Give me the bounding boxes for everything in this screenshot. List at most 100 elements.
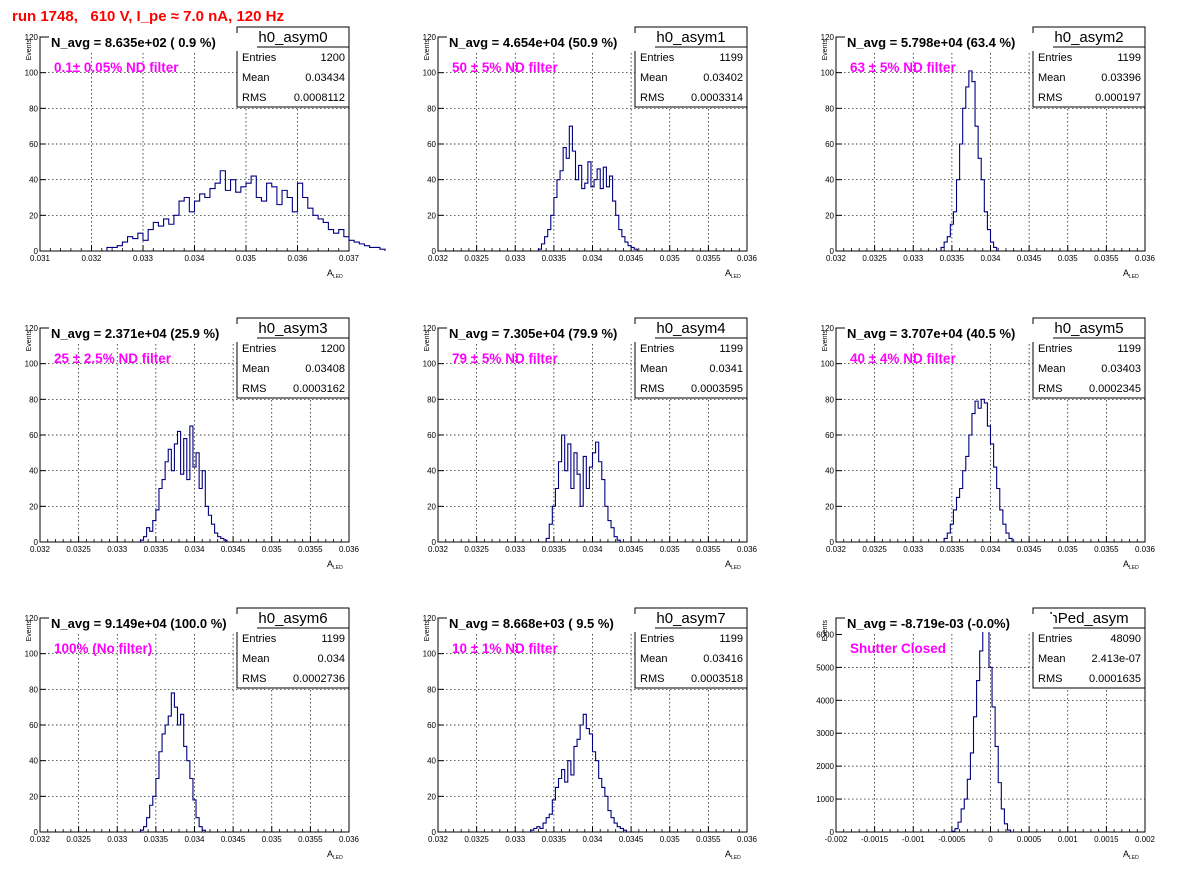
histogram-series-h0_asym5: [943, 398, 1013, 542]
y-tick-label: 100: [25, 360, 39, 369]
x-axis-label: ALED: [327, 849, 343, 861]
x-tick-label: 0.0325: [464, 835, 489, 844]
filter-label: Shutter Closed: [850, 641, 946, 656]
stats-label-rms: RMS: [640, 673, 664, 685]
x-tick-label: 0.034: [184, 835, 205, 844]
y-tick-label: 20: [29, 502, 38, 511]
nav-label-background: [845, 324, 1053, 342]
y-axis-label: Events: [822, 620, 829, 642]
y-tick-label: 0: [432, 828, 437, 837]
page-title: run 1748, 610 V, I_pe ≈ 7.0 nA, 120 Hz: [12, 8, 284, 25]
y-tick-label: 120: [821, 324, 835, 333]
y-tick-label: 80: [825, 104, 834, 113]
y-tick-label: 100: [821, 69, 835, 78]
stats-box-title: h0_asym3: [258, 320, 327, 337]
y-tick-label: 100: [821, 360, 835, 369]
stats-box-title: h0_asym4: [656, 320, 725, 337]
x-tick-label: -0.001: [902, 835, 925, 844]
y-tick-label: 120: [25, 614, 39, 623]
y-axis-label: Events: [822, 39, 829, 61]
histogram-panel-h0_asym0: 0.031 0.032 0.033 0.034 0.035 0.036 0.037 0 20 40…: [25, 26, 386, 280]
stats-value-rms: 0.0003314: [691, 92, 743, 104]
stats-value-mean: 0.03396: [1101, 72, 1141, 84]
x-tick-label: 0.0335: [144, 545, 169, 554]
x-tick-label: 0.0355: [298, 835, 323, 844]
x-tick-label: 0.033: [107, 545, 128, 554]
y-tick-label: 40: [825, 467, 834, 476]
nav-label: N_avg = 7.305e+04 (79.9 %): [449, 326, 617, 341]
x-tick-label: -0.002: [825, 835, 848, 844]
y-tick-label: 5000: [816, 663, 834, 672]
y-axis-label: Events: [26, 620, 33, 642]
stats-label-mean: Mean: [242, 72, 270, 84]
x-tick-label: 0.0335: [542, 835, 567, 844]
filter-label: 79 ± 5% ND filter: [452, 351, 558, 366]
y-tick-label: 0: [830, 828, 835, 837]
x-tick-label: 0.0325: [66, 545, 91, 554]
histogram-panel-hPed_asym: -0.002 -0.0015 -0.001 -0.0005 0 0.0005 0.001 0.…: [816, 607, 1156, 861]
y-tick-label: 20: [825, 211, 834, 220]
x-tick-label: 0.032: [826, 545, 847, 554]
stats-label-entries: Entries: [242, 52, 277, 64]
stats-value-rms: 0.000197: [1095, 92, 1141, 104]
x-tick-label: 0.0345: [619, 545, 644, 554]
stats-value-rms: 0.0002736: [293, 673, 345, 685]
stats-label-rms: RMS: [640, 383, 664, 395]
stats-label-rms: RMS: [242, 92, 266, 104]
stats-label-entries: Entries: [242, 343, 277, 355]
y-tick-label: 60: [29, 721, 38, 730]
y-tick-label: 0: [432, 538, 437, 547]
stats-label-mean: Mean: [640, 653, 668, 665]
histogram-panel-h0_asym4: 0.032 0.0325 0.033 0.0335 0.034 0.0345 0.035 0.…: [423, 317, 758, 571]
histogram-panel-h0_asym6: 0.032 0.0325 0.033 0.0335 0.034 0.0345 0.035 0.…: [25, 607, 360, 861]
y-tick-label: 100: [423, 360, 437, 369]
filter-label: 50 ± 5% ND filter: [452, 60, 558, 75]
x-tick-label: 0.0335: [940, 254, 965, 263]
x-tick-label: 0.0355: [298, 545, 323, 554]
y-tick-label: 80: [29, 104, 38, 113]
x-tick-label: 0.032: [826, 254, 847, 263]
histogram-series-h0_asym3: [139, 425, 228, 542]
y-tick-label: 2000: [816, 762, 834, 771]
y-axis-label: Events: [424, 620, 431, 642]
stats-label-entries: Entries: [640, 343, 675, 355]
x-tick-label: 0.032: [428, 254, 449, 263]
y-tick-label: 20: [825, 502, 834, 511]
x-tick-label: 0.0325: [464, 545, 489, 554]
x-tick-label: 0.036: [339, 835, 360, 844]
y-tick-label: 0: [34, 538, 39, 547]
nav-label: N_avg = 3.707e+04 (40.5 %): [847, 326, 1015, 341]
stats-value-mean: 0.03402: [703, 72, 743, 84]
nav-label: N_avg = 5.798e+04 (63.4 %): [847, 35, 1015, 50]
x-tick-label: 0.036: [737, 835, 758, 844]
y-tick-label: 40: [29, 467, 38, 476]
histogram-series-h0_asym7: [530, 713, 628, 832]
stats-label-rms: RMS: [242, 383, 266, 395]
stats-box-title: h0_asym1: [656, 29, 725, 46]
y-tick-label: 120: [423, 614, 437, 623]
y-tick-label: 60: [29, 140, 38, 149]
x-tick-label: 0.032: [428, 835, 449, 844]
stats-label-entries: Entries: [640, 52, 675, 64]
histogram-panel-h0_asym2: 0.032 0.0325 0.033 0.0335 0.034 0.0345 0.035 0.…: [821, 26, 1156, 280]
y-tick-label: 100: [423, 69, 437, 78]
y-tick-label: 80: [427, 104, 436, 113]
nav-label-background: [447, 33, 655, 51]
stats-box-title: h0_asym7: [656, 610, 725, 627]
stats-label-mean: Mean: [242, 653, 270, 665]
x-axis-label: ALED: [1123, 849, 1139, 861]
filter-label: 10 ± 1% ND filter: [452, 641, 558, 656]
histogram-series-h0_asym0: [106, 170, 386, 251]
stats-label-entries: Entries: [1038, 52, 1073, 64]
y-tick-label: 0: [432, 247, 437, 256]
y-tick-label: 80: [825, 395, 834, 404]
y-tick-label: 20: [427, 502, 436, 511]
x-axis-label: ALED: [725, 559, 741, 571]
filter-label: 100% (No filter): [54, 641, 152, 656]
x-tick-label: 0.033: [133, 254, 154, 263]
stats-box-title: h0_asym0: [258, 29, 327, 46]
x-tick-label: -0.0005: [938, 835, 966, 844]
x-tick-label: 0.0335: [144, 835, 169, 844]
x-tick-label: 0.001: [1058, 835, 1079, 844]
